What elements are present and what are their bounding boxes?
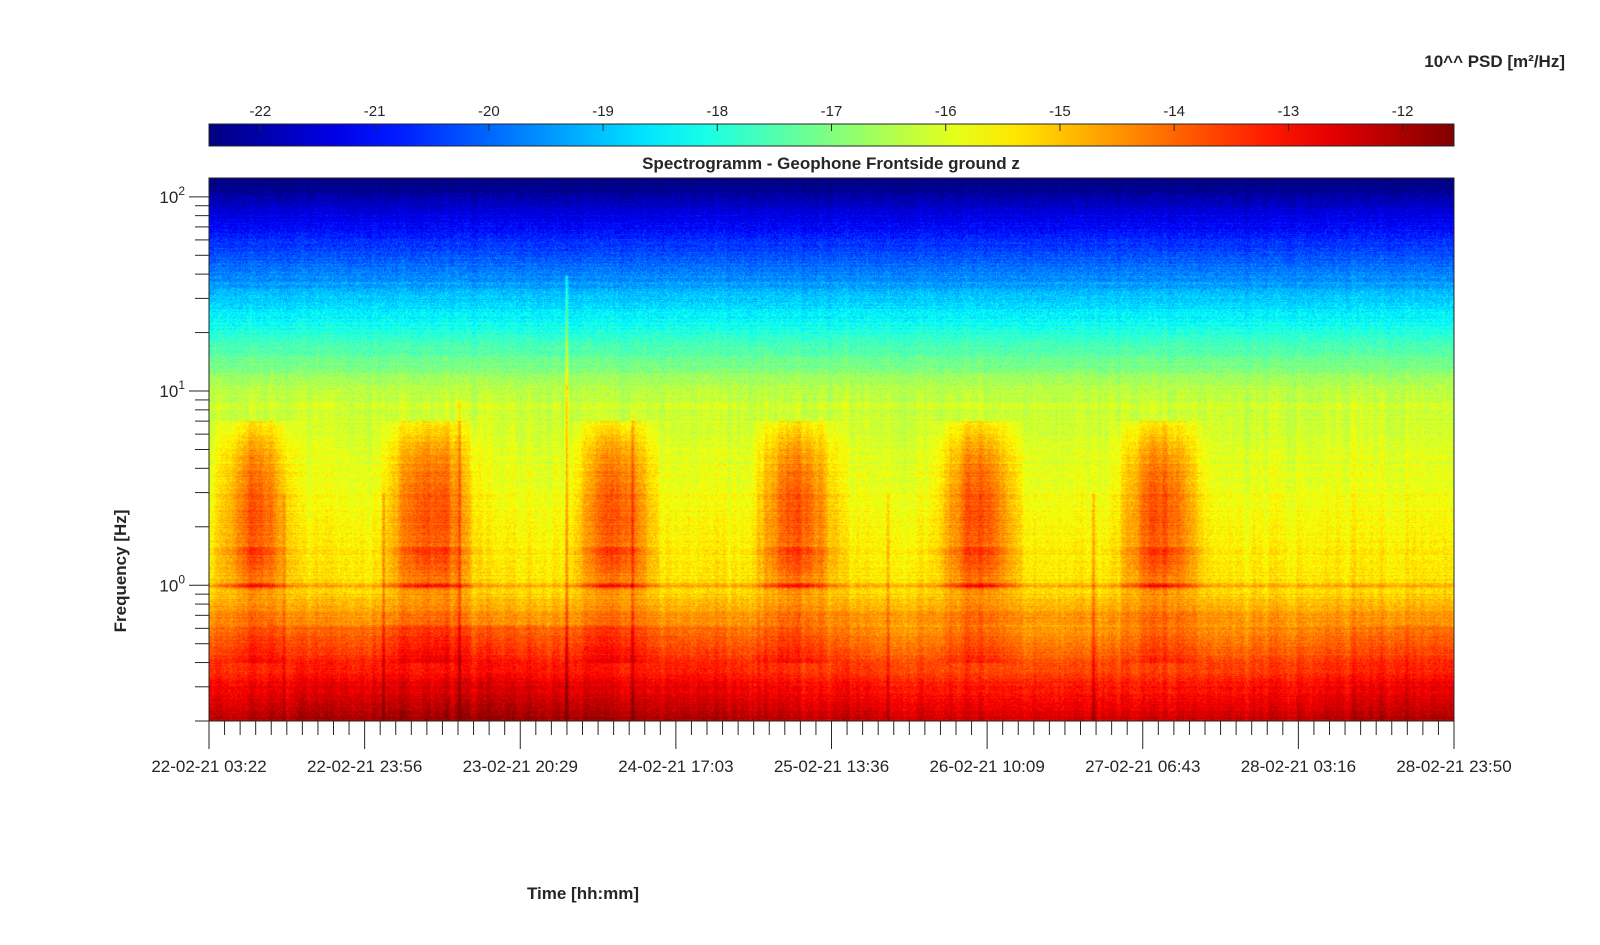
colorbar-ticks: -22 -21 -20 -19 -18 -17 -16 -15 -14 -13 -12 (250, 103, 1414, 131)
x-tick-label: 22-02-21 23:56 (307, 757, 422, 776)
colorbar-tick-label: -22 (250, 103, 272, 120)
x-axis-label: Time [hh:mm] (527, 884, 639, 903)
chart-title: Spectrogramm - Geophone Frontside ground… (642, 154, 1020, 173)
colorbar-tick-label: -15 (1049, 103, 1071, 120)
colorbar-tick-label: -20 (478, 103, 500, 120)
colorbar-tick-label: -13 (1278, 103, 1300, 120)
colorbar-tick-label: -19 (592, 103, 614, 120)
colorbar: -22 -21 -20 -19 -18 -17 -16 -15 -14 -13 -12 10^^ P… (208, 52, 1565, 147)
y-tick-label: 100 (159, 572, 185, 595)
y-axis: 100 101 102 (159, 184, 209, 722)
x-tick-label: 26-02-21 10:09 (929, 757, 1044, 776)
x-axis: 22-02-21 03:22 22-02-21 23:56 23-02-21 20:… (151, 721, 1512, 776)
y-tick-label: 102 (159, 184, 185, 207)
x-tick-label: 23-02-21 20:29 (463, 757, 578, 776)
colorbar-tick-label: -16 (935, 103, 957, 120)
x-tick-label: 28-02-21 03:16 (1241, 757, 1356, 776)
colorbar-tick-label: -14 (1163, 103, 1185, 120)
x-tick-label: 24-02-21 17:03 (618, 757, 733, 776)
y-axis-label: Frequency [Hz] (111, 510, 130, 633)
y-tick-label: 101 (159, 378, 185, 401)
colorbar-tick-label: -18 (706, 103, 728, 120)
x-tick-label: 28-02-21 23:50 (1396, 757, 1511, 776)
x-tick-label: 22-02-21 03:22 (151, 757, 266, 776)
x-tick-label: 25-02-21 13:36 (774, 757, 889, 776)
colorbar-tick-label: -12 (1392, 103, 1414, 120)
spectrogram-heatmap (209, 178, 1454, 721)
x-tick-label: 27-02-21 06:43 (1085, 757, 1200, 776)
colorbar-tick-label: -17 (821, 103, 843, 120)
plot-frame (208, 177, 1455, 722)
colorbar-tick-label: -21 (364, 103, 386, 120)
colorbar-title: 10^^ PSD [m²/Hz] (1424, 52, 1565, 71)
